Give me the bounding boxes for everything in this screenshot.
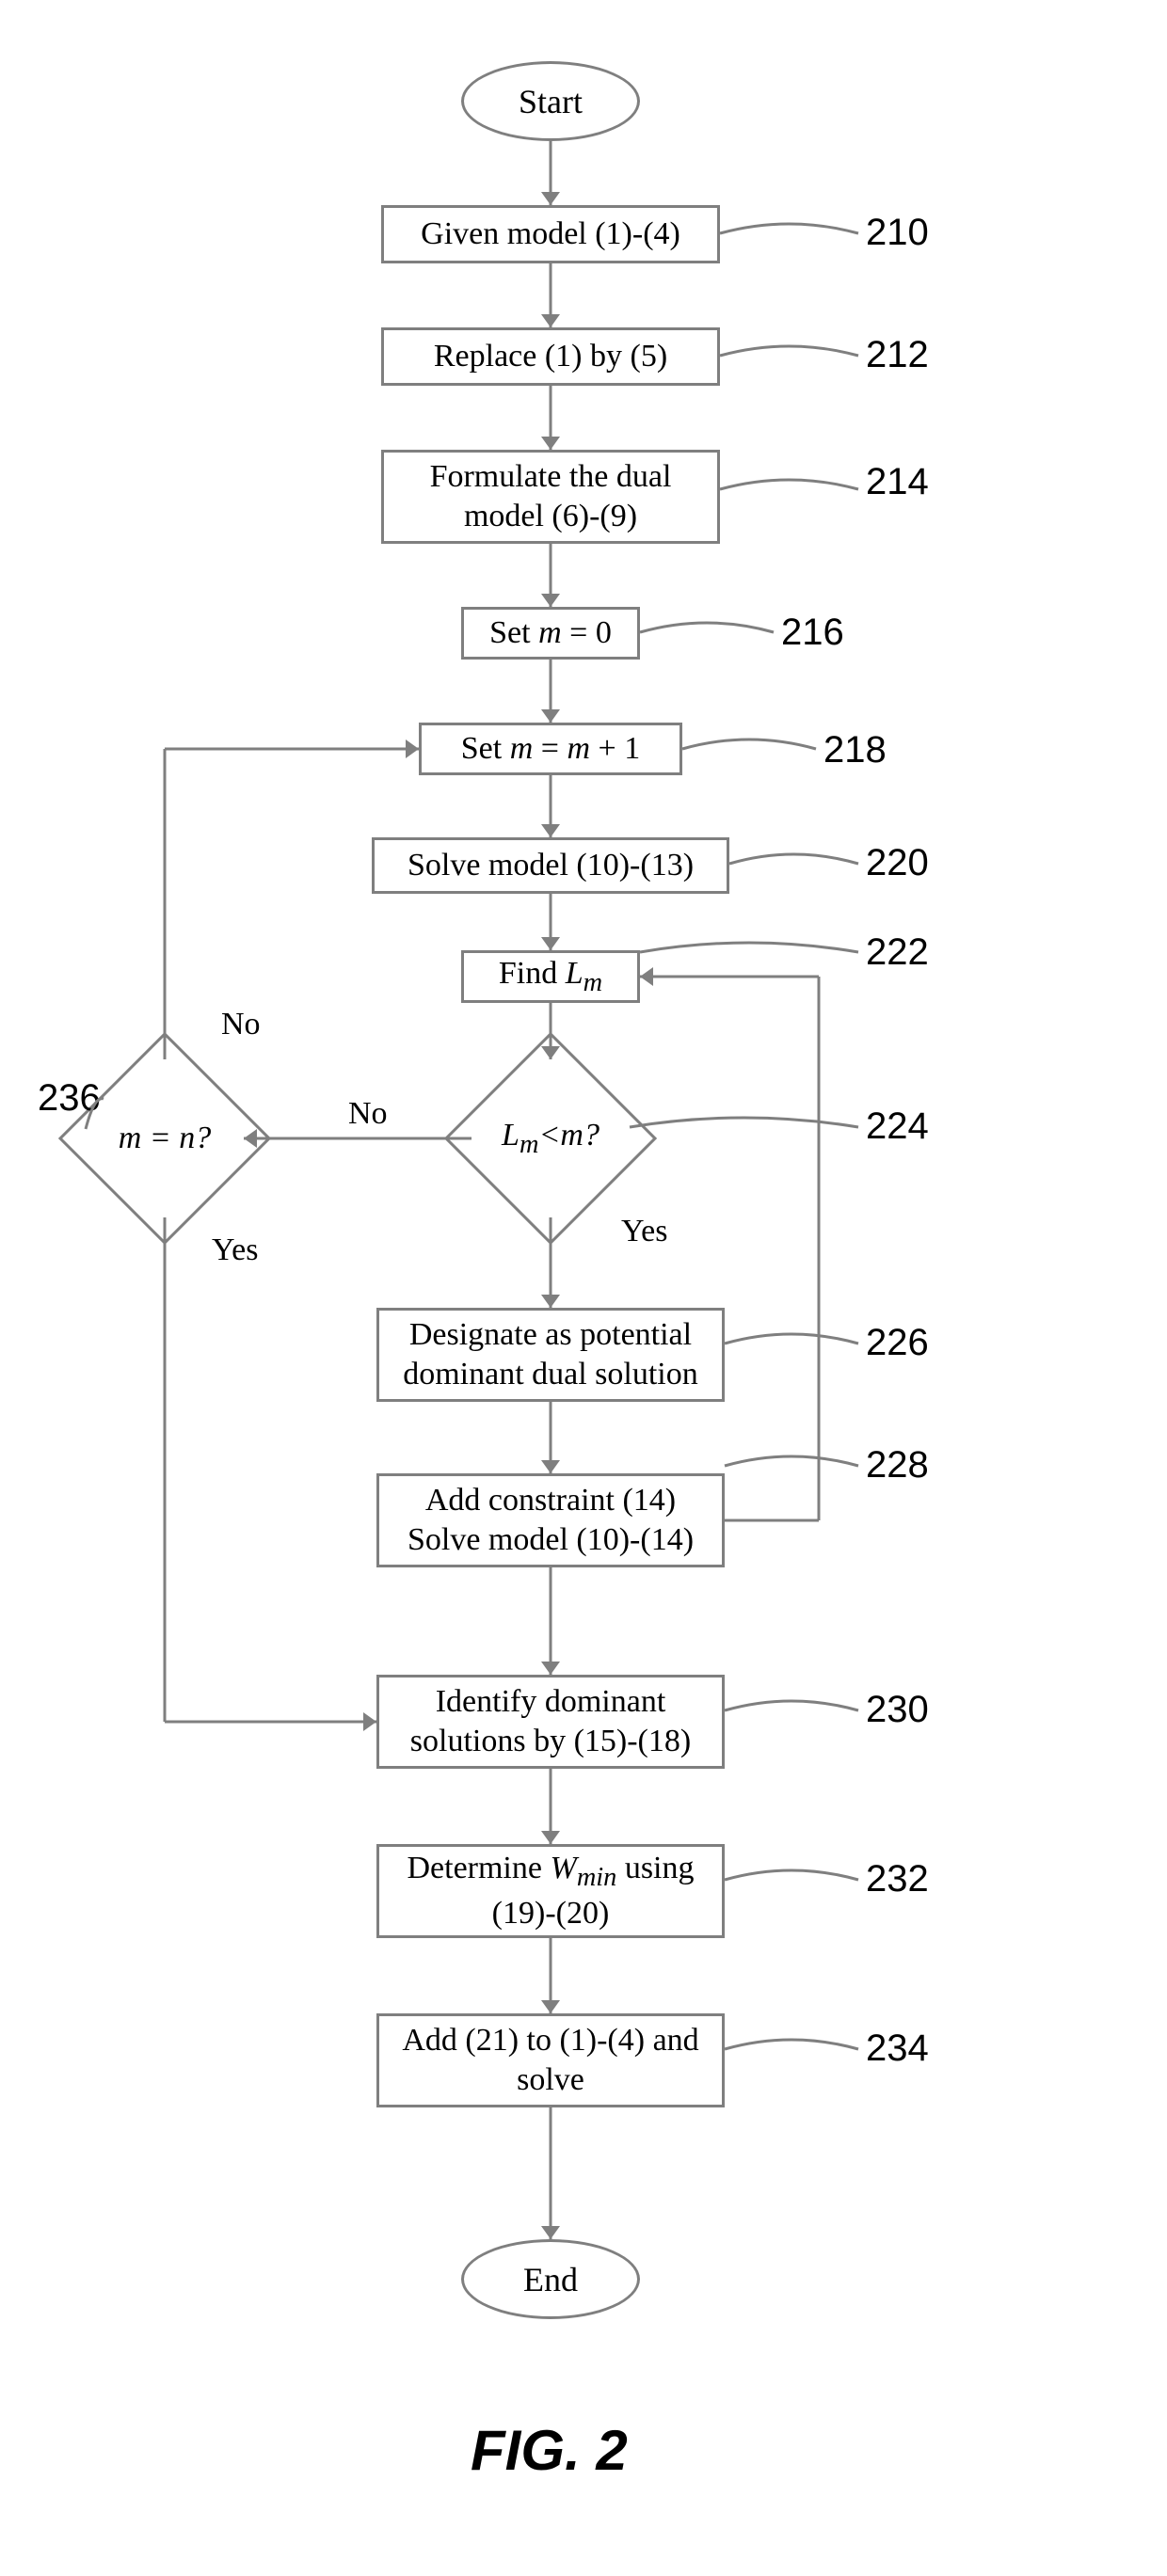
callout-236: 236	[38, 1077, 101, 1120]
box-210: Given model (1)-(4)	[381, 205, 720, 263]
box-232-label: Determine Wmin using(19)-(20)	[407, 1849, 694, 1934]
box-218: Set m = m + 1	[419, 723, 682, 775]
box-228-label: Add constraint (14) Solve model (10)-(14…	[408, 1481, 694, 1561]
terminal-end-label: End	[523, 2260, 578, 2299]
box-222: Find Lm	[461, 950, 640, 1003]
callout-224: 224	[866, 1105, 929, 1148]
callout-234: 234	[866, 2027, 929, 2070]
box-234-label: Add (21) to (1)-(4) and solve	[402, 2021, 698, 2101]
terminal-end: End	[461, 2239, 640, 2319]
callout-210: 210	[866, 212, 929, 254]
callout-212: 212	[866, 334, 929, 376]
box-210-label: Given model (1)-(4)	[421, 215, 680, 255]
callout-222: 222	[866, 931, 929, 974]
callout-230: 230	[866, 1689, 929, 1731]
edge-label-yes-2: Yes	[212, 1232, 258, 1268]
decision-236-label: m = n?	[89, 1063, 240, 1214]
callout-218: 218	[823, 729, 887, 771]
box-234: Add (21) to (1)-(4) and solve	[376, 2013, 725, 2107]
box-222-label: Find Lm	[499, 954, 602, 999]
terminal-start: Start	[461, 61, 640, 141]
arrow-layer	[0, 0, 1167, 2576]
box-218-label: Set m = m + 1	[461, 729, 640, 770]
box-216-label: Set m = 0	[489, 613, 612, 654]
decision-236: m = n?	[89, 1063, 240, 1214]
callout-214: 214	[866, 461, 929, 503]
callout-232: 232	[866, 1858, 929, 1900]
box-220: Solve model (10)-(13)	[372, 837, 729, 894]
box-230: Identify dominant solutions by (15)-(18)	[376, 1675, 725, 1769]
callout-226: 226	[866, 1322, 929, 1364]
box-212: Replace (1) by (5)	[381, 327, 720, 386]
box-226-label: Designate as potential dominant dual sol…	[403, 1315, 698, 1395]
box-230-label: Identify dominant solutions by (15)-(18)	[410, 1682, 691, 1762]
edge-label-no-2: No	[221, 1007, 261, 1042]
box-220-label: Solve model (10)-(13)	[408, 846, 694, 886]
edge-label-no-1: No	[348, 1096, 388, 1132]
edge-label-yes-1: Yes	[621, 1214, 667, 1249]
callout-220: 220	[866, 842, 929, 884]
box-228: Add constraint (14) Solve model (10)-(14…	[376, 1473, 725, 1567]
box-232: Determine Wmin using(19)-(20)	[376, 1844, 725, 1938]
box-226: Designate as potential dominant dual sol…	[376, 1308, 725, 1402]
decision-224-label: Lm<m?	[475, 1063, 626, 1214]
decision-224: Lm<m?	[475, 1063, 626, 1214]
terminal-start-label: Start	[519, 82, 583, 121]
callout-228: 228	[866, 1444, 929, 1487]
box-216: Set m = 0	[461, 607, 640, 660]
flowchart-canvas: Start End Given model (1)-(4) Replace (1…	[0, 0, 1167, 2576]
figure-caption: FIG. 2	[471, 2418, 628, 2483]
box-214: Formulate the dual model (6)-(9)	[381, 450, 720, 544]
callout-216: 216	[781, 612, 844, 654]
box-212-label: Replace (1) by (5)	[434, 337, 667, 377]
box-214-label: Formulate the dual model (6)-(9)	[430, 457, 672, 537]
